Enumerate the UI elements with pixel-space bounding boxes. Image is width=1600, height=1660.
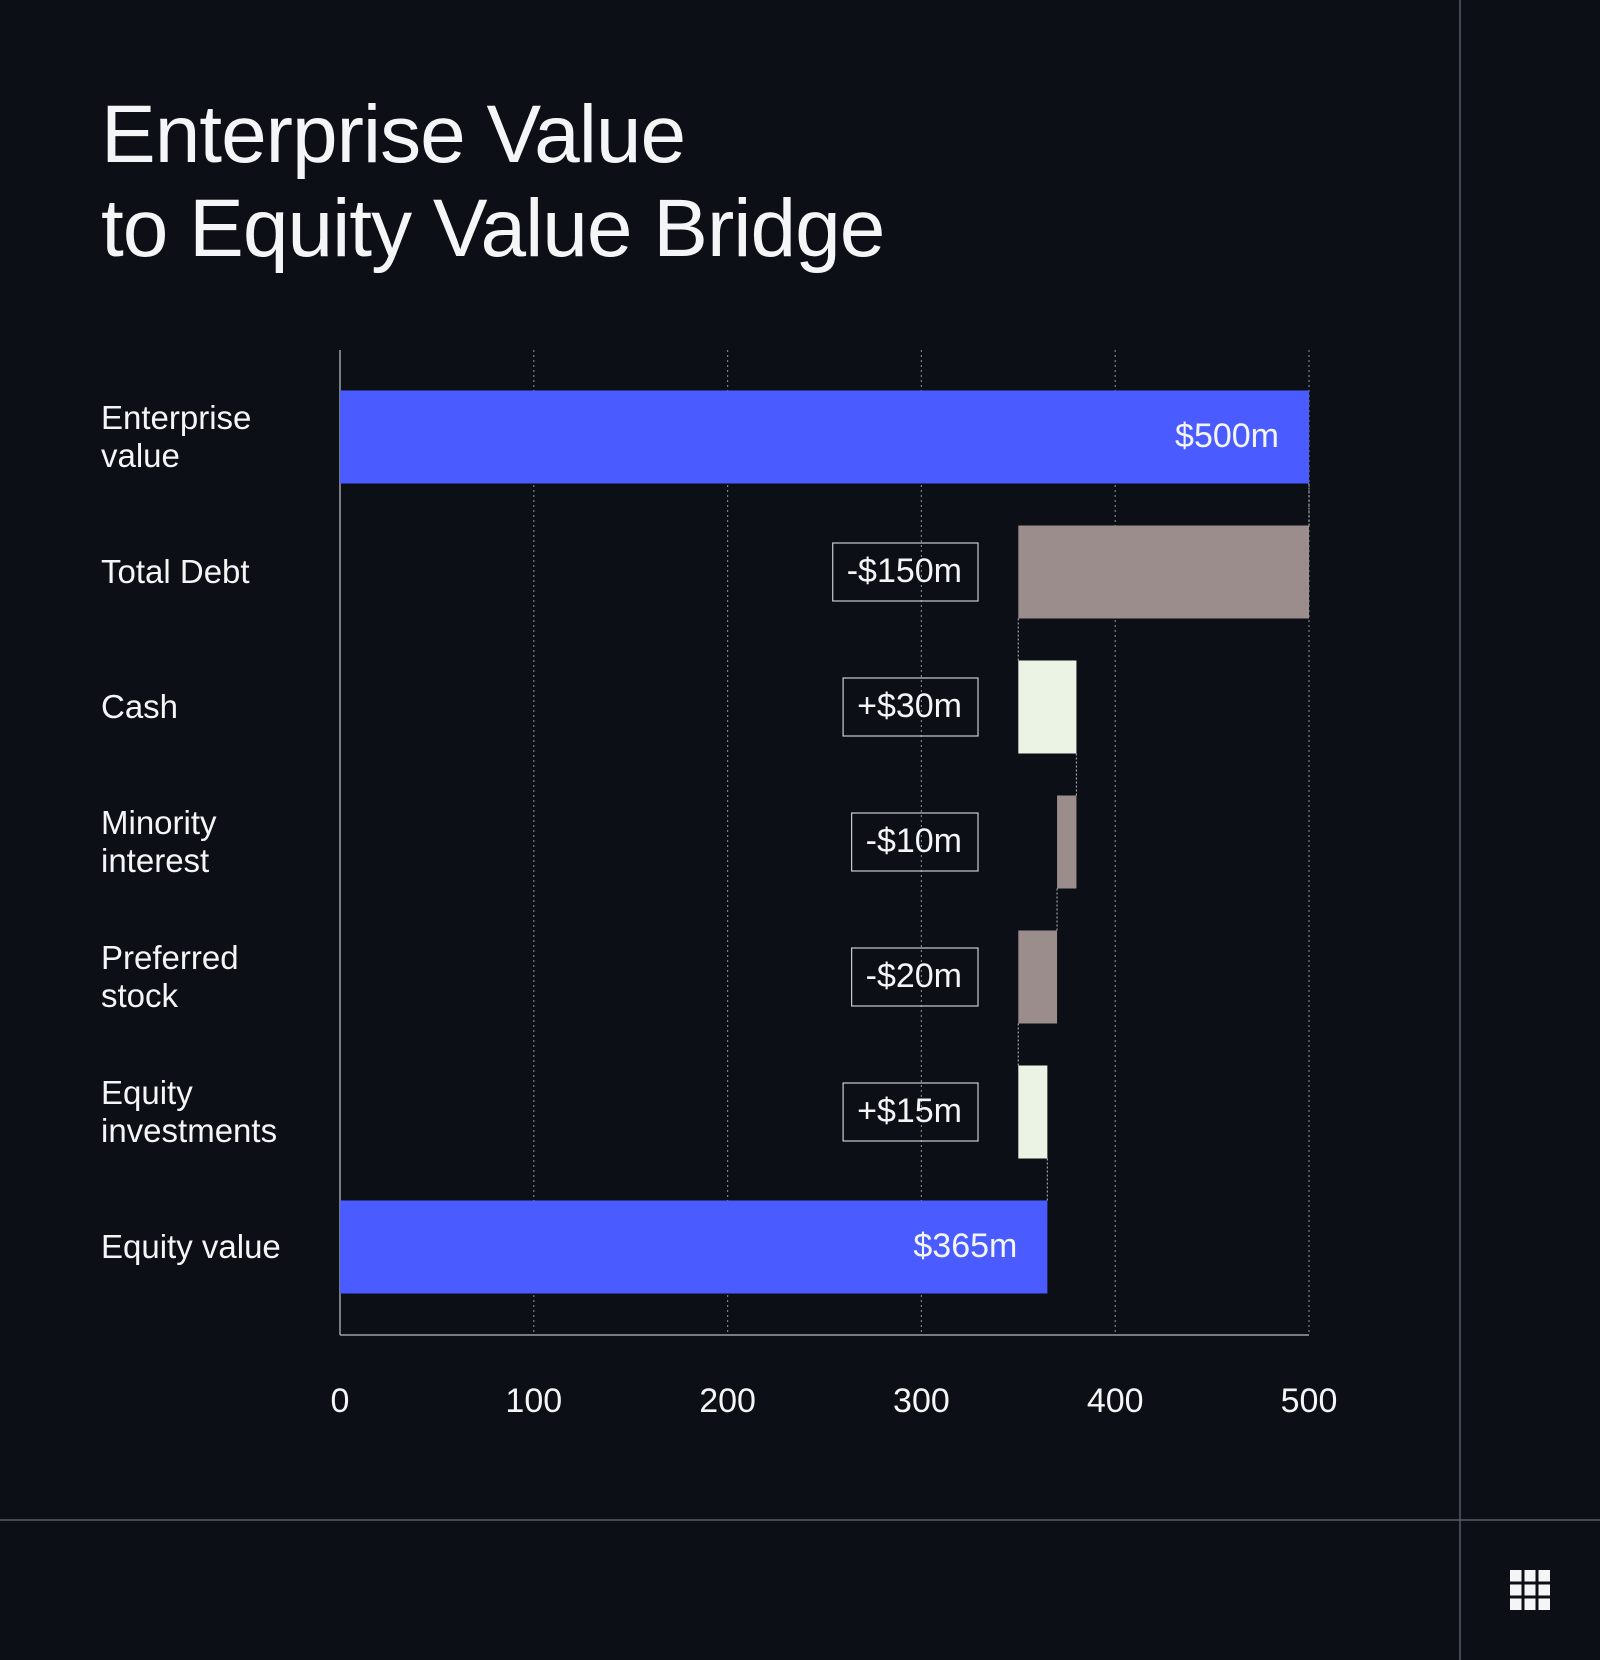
value-label: $500m xyxy=(1175,417,1279,455)
category-label: Minority interest xyxy=(101,804,217,879)
x-tick-label: 300 xyxy=(893,1382,950,1420)
value-label-box xyxy=(842,677,979,737)
bar xyxy=(340,390,1309,484)
logo xyxy=(1510,1570,1550,1610)
category-label: Equity investments xyxy=(101,1074,278,1149)
category-label: Preferred stock xyxy=(101,939,239,1014)
value-label: $365m xyxy=(913,1227,1017,1265)
value-label-box xyxy=(832,542,979,602)
bar xyxy=(1057,795,1077,889)
value-label-box xyxy=(851,947,979,1007)
bar xyxy=(1018,525,1309,619)
category-label: Total Debt xyxy=(101,553,250,590)
x-tick-label: 0 xyxy=(331,1382,350,1420)
bar xyxy=(1018,660,1077,754)
chart-title: Enterprise Value to Equity Value Bridge xyxy=(101,89,885,274)
bar xyxy=(340,1200,1048,1294)
category-label: Cash xyxy=(101,688,179,725)
value-label: +$15m xyxy=(857,1092,962,1130)
bar xyxy=(1018,1065,1048,1159)
value-label-box xyxy=(842,1082,979,1142)
value-label: -$10m xyxy=(866,822,962,860)
x-tick-label: 400 xyxy=(1087,1382,1144,1420)
value-label-box xyxy=(851,812,979,872)
value-label: -$20m xyxy=(866,957,962,995)
value-label: +$30m xyxy=(857,687,962,725)
category-label: Enterprise value xyxy=(101,399,252,474)
x-tick-label: 100 xyxy=(505,1382,562,1420)
category-label: Equity value xyxy=(101,1228,281,1265)
value-label: -$150m xyxy=(847,552,962,590)
x-tick-label: 200 xyxy=(699,1382,756,1420)
x-tick-label: 500 xyxy=(1281,1382,1338,1420)
bar xyxy=(1018,930,1058,1024)
